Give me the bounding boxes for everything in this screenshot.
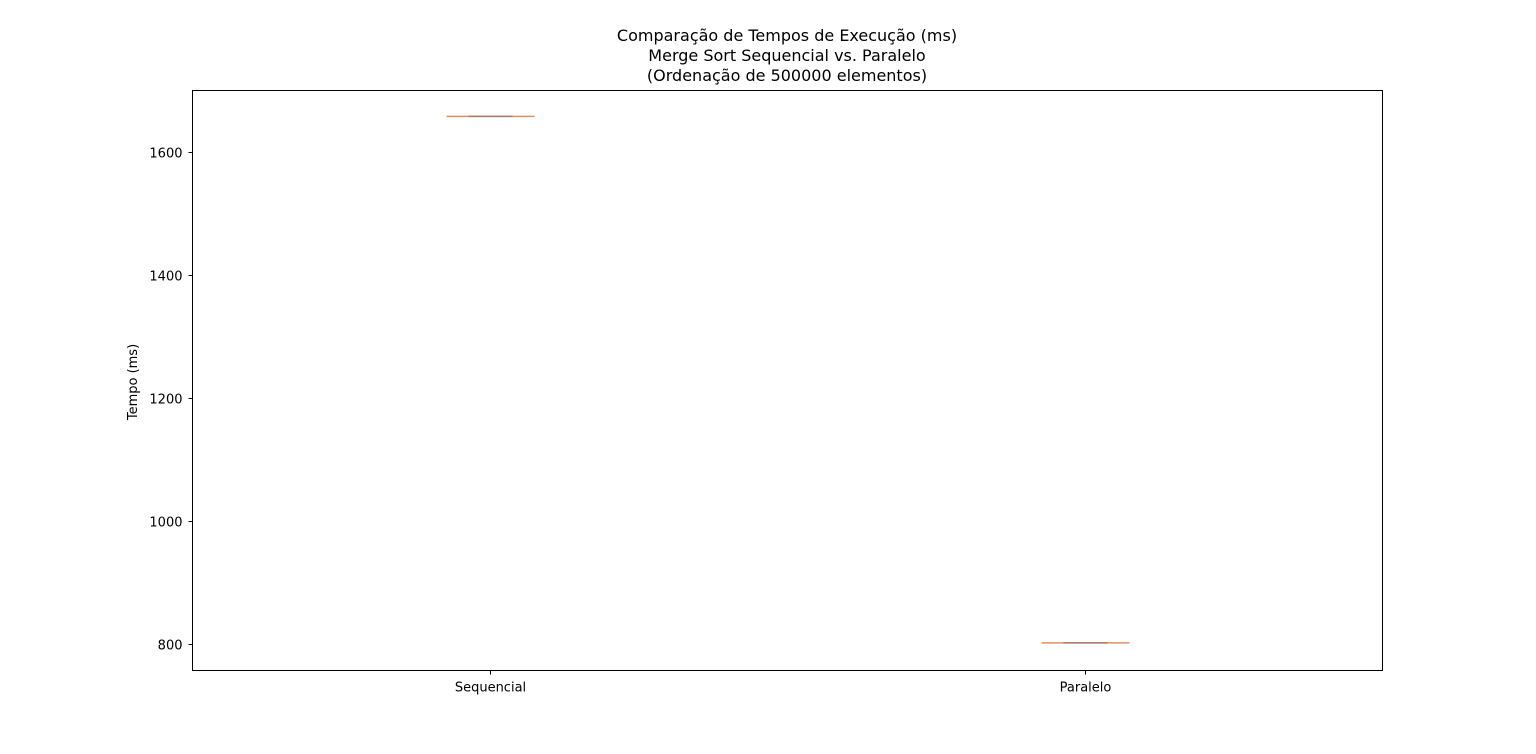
chart-title-line-1: Comparação de Tempos de Execução (ms): [617, 26, 957, 45]
y-tick-label: 800: [158, 639, 183, 654]
y-tick-label: 1400: [149, 270, 182, 285]
y-axis-label: Tempo (ms): [126, 344, 141, 421]
chart-title-line-2: Merge Sort Sequencial vs. Paralelo: [648, 46, 925, 65]
x-tick-label: Sequencial: [455, 681, 526, 696]
boxplot-boxes: [446, 115, 1130, 644]
y-axis-ticks: 800 1000 1200 1400 1600: [149, 147, 193, 654]
x-tick-label: Paralelo: [1060, 681, 1112, 696]
y-tick-label: 1000: [149, 516, 182, 531]
chart-title-line-3: (Ordenação de 500000 elementos): [647, 66, 927, 85]
plot-area-frame: [192, 90, 1383, 671]
y-tick-label: 1600: [149, 147, 182, 162]
x-axis-ticks: Sequencial Paralelo: [455, 670, 1112, 696]
chart-title: Comparação de Tempos de Execução (ms) Me…: [617, 26, 957, 85]
y-tick-label: 1200: [149, 393, 182, 408]
